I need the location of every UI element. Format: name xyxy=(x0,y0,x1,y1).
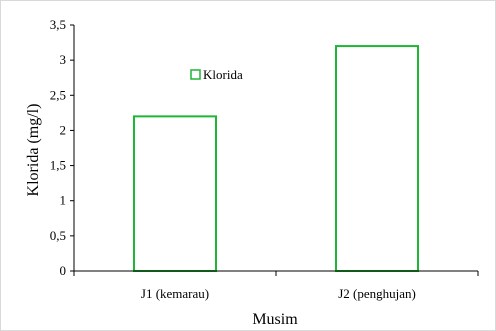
y-tick-label: 1,5 xyxy=(50,158,66,173)
y-tick-label: 0 xyxy=(60,263,67,278)
y-axis-ticks: 0 0,5 1 1,5 2 2,5 3 3,5 xyxy=(50,17,74,278)
bars xyxy=(133,45,419,273)
y-tick-label: 2,5 xyxy=(50,87,66,102)
legend-swatch xyxy=(190,69,201,80)
x-axis-tick-labels: J1 (kemarau) J2 (penghujan) xyxy=(141,286,416,301)
y-axis-title: Klorida (mg/l) xyxy=(25,104,42,197)
y-tick-label: 3,5 xyxy=(50,17,66,32)
x-axis-title: Musim xyxy=(252,311,298,328)
y-tick-label: 3 xyxy=(60,52,67,67)
bar-1 xyxy=(133,115,217,272)
x-tick-label: J1 (kemarau) xyxy=(141,286,209,301)
x-tick-label: J2 (penghujan) xyxy=(338,286,416,301)
legend: Klorida xyxy=(190,67,243,82)
y-tick-label: 1 xyxy=(60,193,67,208)
y-tick-label: 2 xyxy=(60,122,67,137)
y-tick-label: 0,5 xyxy=(50,228,66,243)
legend-label: Klorida xyxy=(203,67,243,82)
x-axis-ticks xyxy=(73,271,479,276)
bar-2 xyxy=(335,45,419,273)
